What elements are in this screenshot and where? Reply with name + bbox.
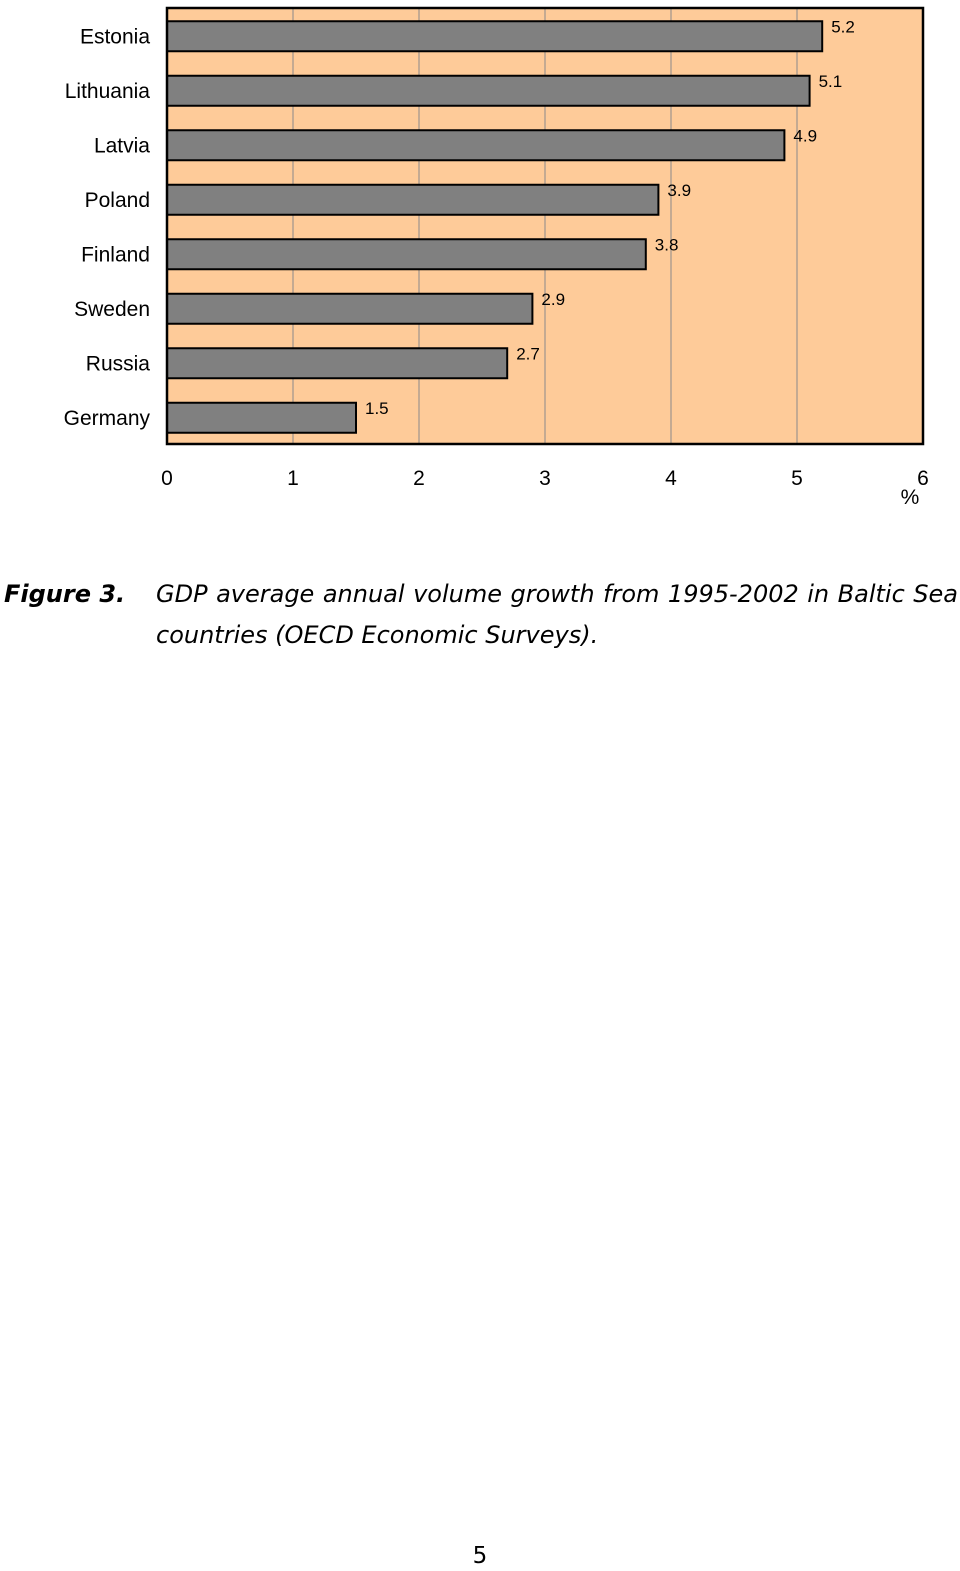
category-label: Finland xyxy=(81,243,150,266)
bar-poland xyxy=(166,183,660,216)
x-tick-label: 0 xyxy=(161,467,173,490)
category-label: Lithuania xyxy=(65,80,151,103)
bar-sweden xyxy=(166,292,534,325)
x-axis-unit-label: % xyxy=(901,486,920,509)
bar-lithuania xyxy=(166,74,811,107)
data-label: 1.5 xyxy=(365,399,389,418)
category-label: Russia xyxy=(86,352,151,375)
x-tick-label: 4 xyxy=(665,467,677,490)
data-label: 5.1 xyxy=(819,72,843,91)
figure-caption-text: GDP average annual volume growth from 19… xyxy=(156,580,958,649)
data-label: 3.8 xyxy=(655,235,679,254)
x-tick-label: 6 xyxy=(917,467,929,490)
data-label: 4.9 xyxy=(793,126,817,145)
x-tick-label: 3 xyxy=(539,467,551,490)
data-labels: 5.2 5.1 4.9 3.9 3.8 2.9 2.7 1.5 xyxy=(365,17,855,418)
figure-number: Figure 3. xyxy=(4,580,126,608)
bar-russia xyxy=(166,347,509,380)
x-tick-label: 2 xyxy=(413,467,425,490)
bar-latvia xyxy=(166,129,786,162)
category-label: Latvia xyxy=(94,134,150,157)
data-label: 2.9 xyxy=(541,290,565,309)
category-label: Sweden xyxy=(74,298,150,321)
bar-finland xyxy=(166,238,647,271)
plot-border xyxy=(165,6,925,446)
category-label: Poland xyxy=(85,189,150,212)
data-label: 5.2 xyxy=(831,17,855,36)
data-label: 2.7 xyxy=(516,344,540,363)
bar-germany xyxy=(166,401,357,434)
x-axis-ticks: 0 1 2 3 4 5 6 xyxy=(161,467,929,490)
category-labels: Estonia Lithuania Latvia Poland Finland Swede… xyxy=(64,25,151,430)
bar-estonia xyxy=(166,20,824,53)
x-tick-label: 5 xyxy=(791,467,803,490)
data-label: 3.9 xyxy=(667,181,691,200)
x-tick-label: 1 xyxy=(287,467,299,490)
bar-chart: Estonia Lithuania Latvia Poland Finland Swede… xyxy=(64,6,929,509)
category-label: Estonia xyxy=(80,25,150,48)
category-label: Germany xyxy=(64,407,151,430)
page-number: 5 xyxy=(472,1543,488,1569)
